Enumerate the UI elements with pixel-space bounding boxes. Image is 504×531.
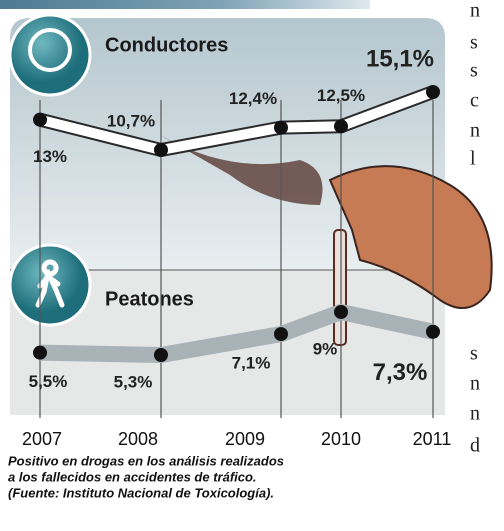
icon-wheel bbox=[28, 28, 72, 72]
point bbox=[426, 85, 440, 99]
article-text: n bbox=[470, 0, 480, 22]
glass bbox=[160, 135, 323, 205]
article-text: s bbox=[470, 343, 478, 365]
article-text: n bbox=[470, 120, 480, 142]
caption-line: Positivo en drogas en los análisis reali… bbox=[8, 453, 284, 468]
article-text: d bbox=[470, 435, 480, 457]
article-text: n bbox=[470, 373, 480, 395]
hand bbox=[328, 165, 493, 309]
value-label: 5,3% bbox=[114, 372, 153, 391]
point bbox=[154, 143, 168, 157]
article-text: s bbox=[470, 60, 478, 82]
article-text: l bbox=[470, 148, 476, 170]
caption-line: a los fallecidos en accidentes de tráfic… bbox=[8, 469, 257, 484]
point bbox=[33, 345, 47, 360]
driver-icon bbox=[8, 13, 92, 97]
test-tube bbox=[333, 229, 347, 346]
point bbox=[334, 119, 348, 134]
value-label: 5,5% bbox=[29, 372, 68, 391]
top-bar bbox=[0, 0, 370, 9]
x-tick-label: 2010 bbox=[321, 429, 361, 449]
caption-line: (Fuente: Instituto Nacional de Toxicolog… bbox=[8, 485, 274, 500]
panel-title: Peatones bbox=[105, 288, 194, 310]
value-label: 7,1% bbox=[232, 354, 271, 373]
value-label: 10,7% bbox=[107, 111, 155, 130]
pedestrian-icon bbox=[8, 243, 92, 327]
point bbox=[274, 327, 288, 342]
point bbox=[334, 305, 348, 319]
value-label: 7,3% bbox=[373, 359, 428, 386]
value-label: 12,5% bbox=[317, 86, 365, 105]
article-text: s bbox=[470, 32, 478, 54]
x-tick-label: 2008 bbox=[118, 429, 158, 449]
x-tick-label: 2009 bbox=[225, 429, 265, 449]
article-text: c bbox=[470, 90, 479, 112]
value-label: 15,1% bbox=[366, 45, 434, 72]
point bbox=[33, 112, 47, 127]
point bbox=[426, 324, 440, 339]
value-label: 9% bbox=[313, 339, 338, 358]
icon-walker bbox=[35, 259, 65, 308]
x-tick-label: 2007 bbox=[22, 429, 62, 449]
value-label: 13% bbox=[33, 147, 67, 166]
article-text: n bbox=[470, 403, 480, 425]
point bbox=[274, 120, 288, 135]
point bbox=[154, 348, 168, 362]
value-label: 12,4% bbox=[229, 89, 277, 108]
panel-title: Conductores bbox=[105, 34, 228, 56]
x-tick-label: 2011 bbox=[413, 429, 452, 449]
